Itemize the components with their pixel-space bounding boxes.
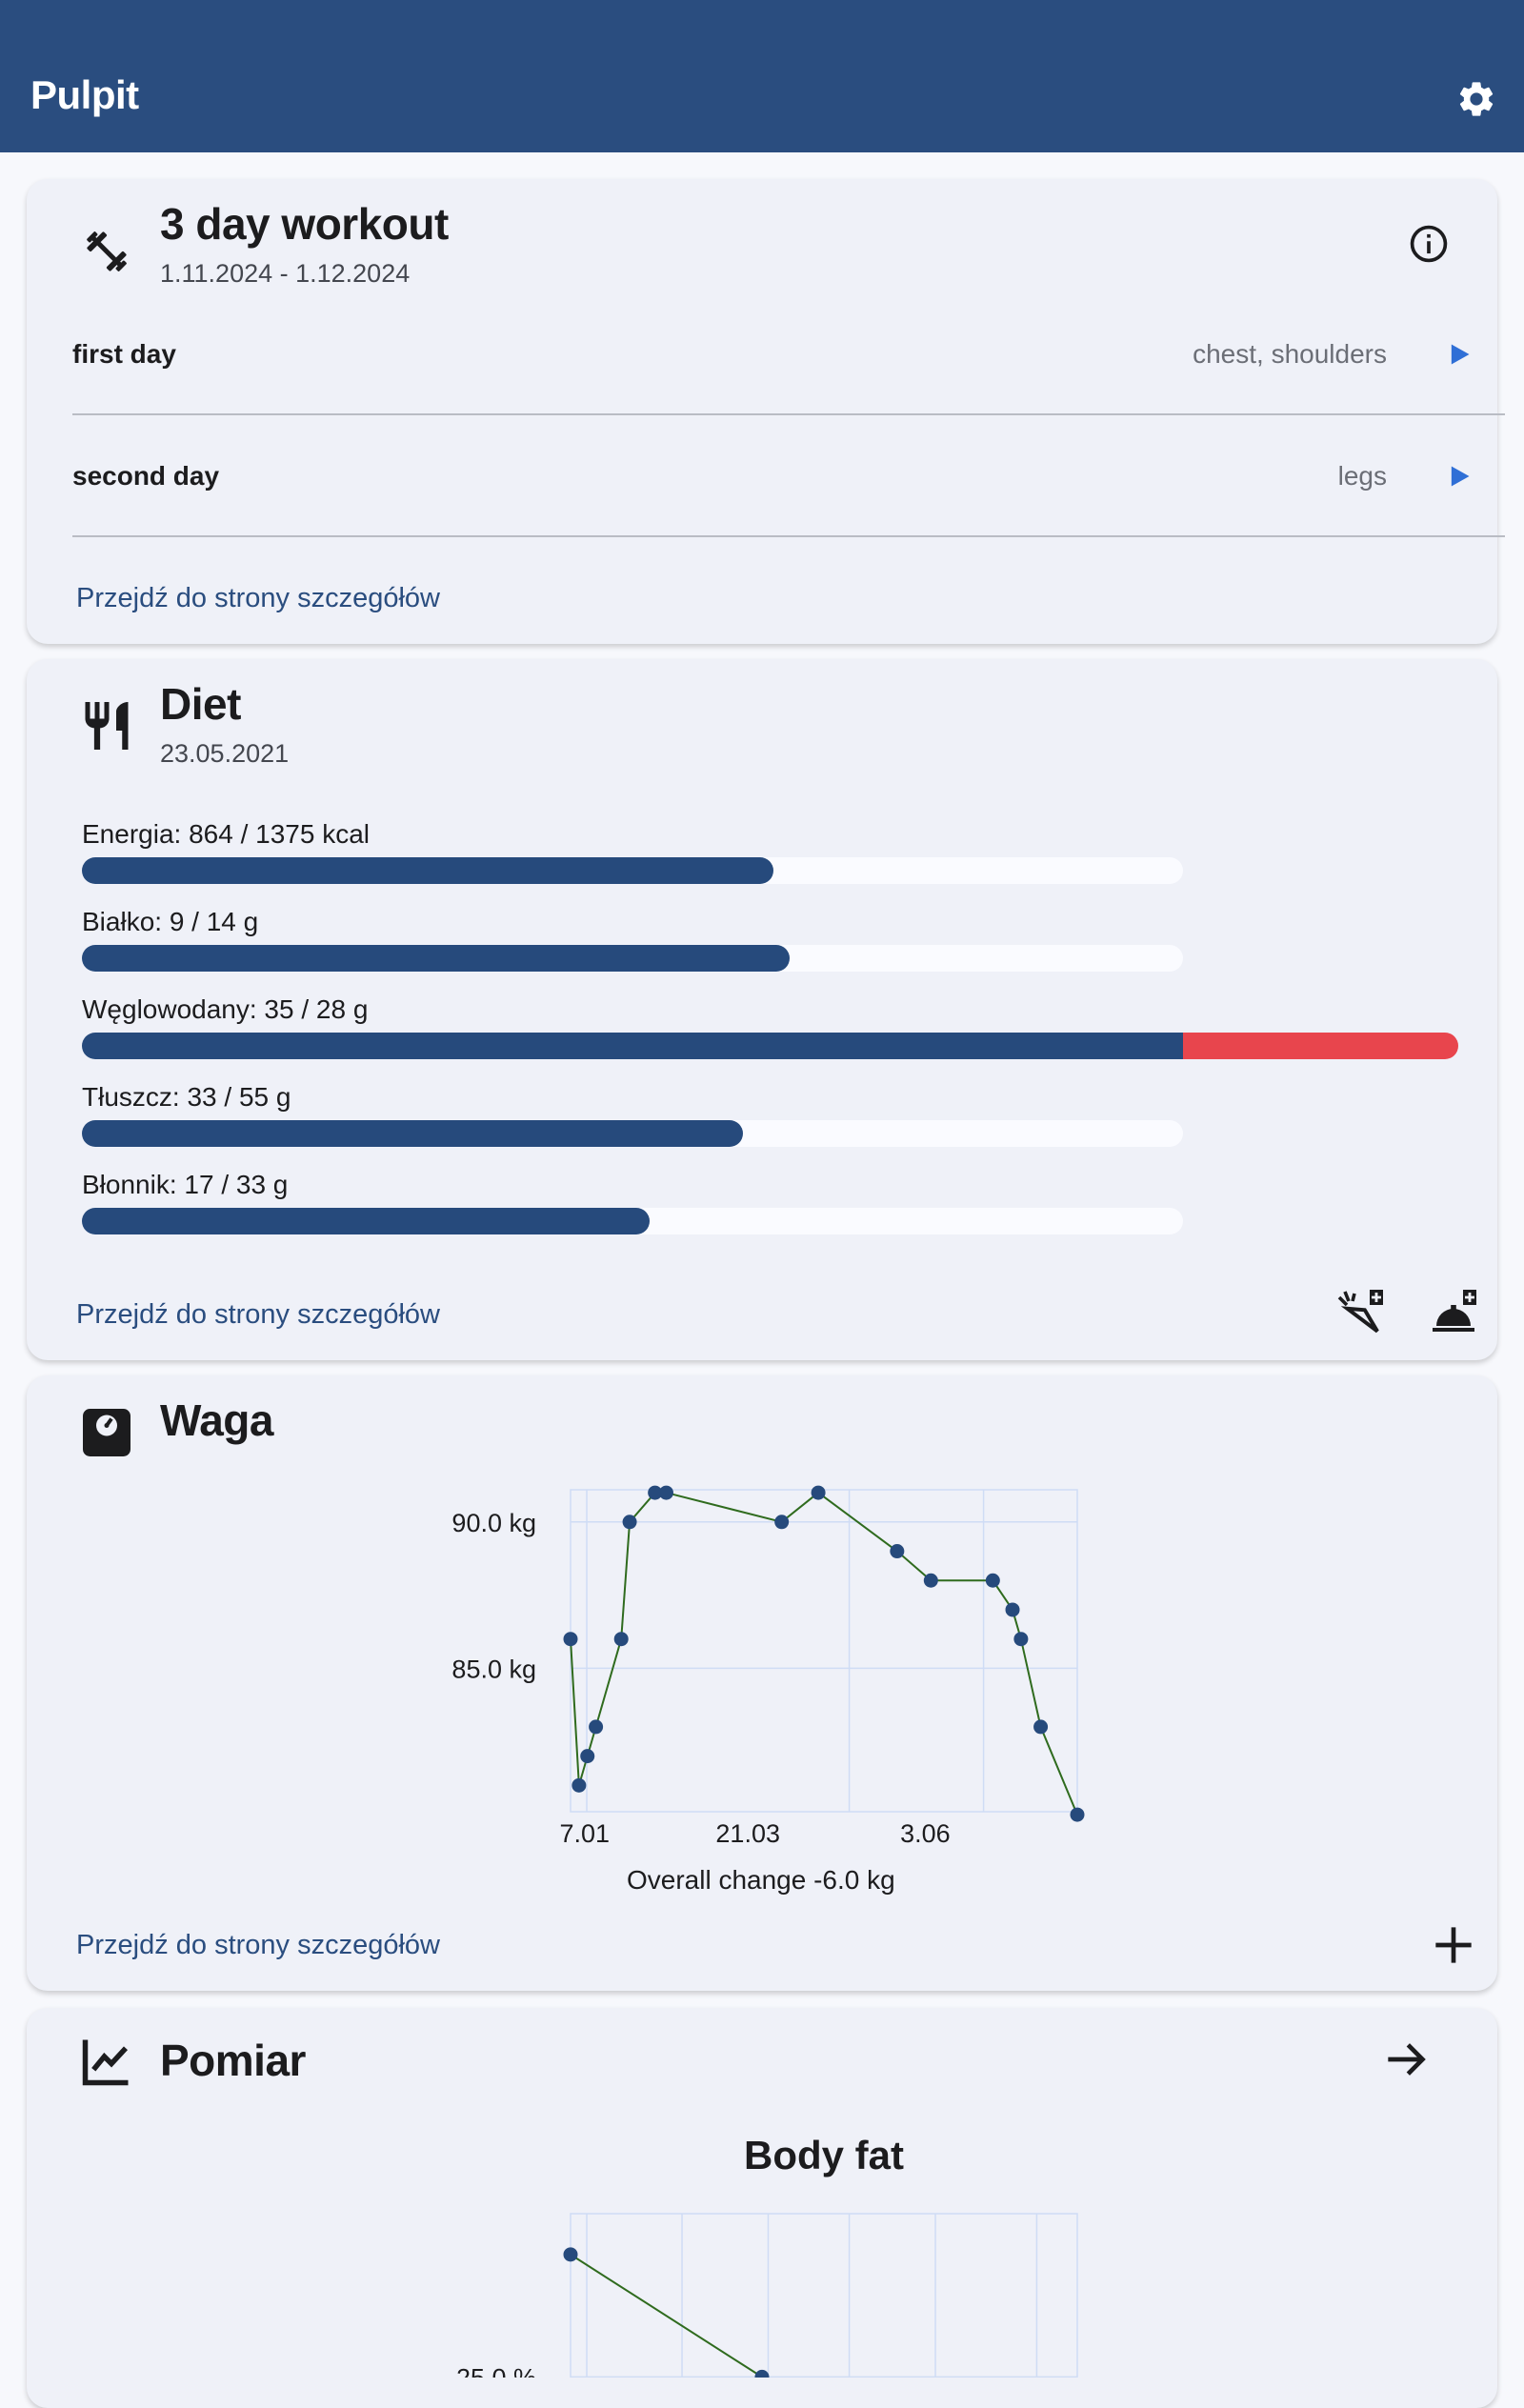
chart-plot-area bbox=[570, 2213, 1078, 2378]
divider bbox=[72, 413, 1505, 415]
arrow-right-icon[interactable] bbox=[1379, 2033, 1433, 2086]
plus-icon[interactable] bbox=[1427, 1918, 1480, 1972]
chart-x-tick-label: 7.01 bbox=[559, 1819, 610, 1848]
chart-data-point bbox=[658, 1485, 673, 1500]
chart-data-point bbox=[613, 1632, 629, 1647]
workout-day-name: first day bbox=[72, 339, 176, 369]
diet-card: Diet 23.05.2021 Przejdź do strony szczeg… bbox=[27, 659, 1497, 1360]
nutrient-progress-fill bbox=[82, 857, 773, 884]
workout-dates: 1.11.2024 - 1.12.2024 bbox=[160, 259, 411, 288]
weight-details-link[interactable]: Przejdź do strony szczegółów bbox=[76, 1930, 440, 1960]
chart-y-tick-label: 85.0 kg bbox=[451, 1655, 536, 1683]
weight-chart: 90.0 kg 85.0 kg 7.01 21.03 3.06 bbox=[451, 1485, 1085, 1848]
nutrient-progress-bar bbox=[82, 857, 1183, 884]
chart-data-point bbox=[985, 1573, 1000, 1588]
chart-data-point bbox=[754, 2369, 770, 2378]
chart-data-point bbox=[923, 1573, 938, 1588]
divider bbox=[72, 535, 1505, 537]
nutrient-label: Tłuszcz: 33 / 55 g bbox=[82, 1082, 291, 1112]
nutrient-label: Energia: 864 / 1375 kcal bbox=[82, 819, 370, 849]
nutrient-label: Białko: 9 / 14 g bbox=[82, 907, 259, 936]
diet-title: Diet bbox=[160, 679, 241, 729]
chart-data-point bbox=[1033, 1719, 1049, 1735]
add-meal-icon[interactable] bbox=[1427, 1288, 1480, 1341]
info-icon[interactable] bbox=[1408, 223, 1450, 265]
chart-x-tick-label: 21.03 bbox=[715, 1819, 780, 1848]
chart-data-point bbox=[811, 1485, 826, 1500]
chart-data-point bbox=[890, 1544, 905, 1559]
nutrient-progress-bar bbox=[82, 1033, 1458, 1059]
scale-icon bbox=[83, 1409, 130, 1456]
nutrient-label: Błonnik: 17 / 33 g bbox=[82, 1170, 289, 1199]
chart-data-point bbox=[563, 1632, 578, 1647]
line-chart-icon bbox=[82, 2039, 129, 2086]
page-title: Pulpit bbox=[30, 72, 139, 117]
chart-title: Body fat bbox=[744, 2133, 904, 2177]
measurement-card: Pomiar 25.0 % Body fat bbox=[27, 2008, 1497, 2408]
chart-plot-area bbox=[570, 1489, 1078, 1813]
nutrient-progress-fill bbox=[82, 1033, 1183, 1059]
cutlery-icon bbox=[85, 702, 129, 750]
diet-date: 23.05.2021 bbox=[160, 739, 290, 768]
nutrient-progress-bar bbox=[82, 1208, 1183, 1234]
app-bar: Pulpit bbox=[0, 0, 1524, 152]
add-ingredient-icon[interactable] bbox=[1334, 1288, 1387, 1341]
chart-data-point bbox=[572, 1777, 587, 1793]
bodyfat-chart: 25.0 % Body fat bbox=[456, 2133, 1078, 2378]
nutrient-over-limit-fill bbox=[1183, 1033, 1458, 1059]
measurement-title: Pomiar bbox=[160, 2036, 306, 2085]
nutrient-label: Węglowodany: 35 / 28 g bbox=[82, 994, 369, 1024]
weight-card: Waga 90.0 kg 85.0 kg 7.01 21.03 3.06 Overall… bbox=[27, 1375, 1497, 1991]
workout-day-muscles: chest, shoulders bbox=[1193, 339, 1387, 369]
chart-data-point bbox=[648, 1485, 663, 1500]
nutrient-progress-fill bbox=[82, 945, 790, 972]
workout-day-muscles: legs bbox=[1337, 461, 1387, 491]
nutrient-progress-bar bbox=[82, 1120, 1183, 1147]
diet-details-link[interactable]: Przejdź do strony szczegółów bbox=[76, 1299, 440, 1330]
chart-series-line bbox=[570, 2254, 764, 2378]
chart-data-point bbox=[1013, 1632, 1029, 1647]
dumbbell-icon bbox=[87, 231, 127, 271]
chart-data-point bbox=[774, 1515, 790, 1530]
nutrient-progress-fill bbox=[82, 1120, 743, 1147]
weight-title: Waga bbox=[160, 1395, 273, 1445]
weight-overall-change: Overall change -6.0 kg bbox=[627, 1865, 895, 1895]
chart-data-point bbox=[1070, 1807, 1085, 1822]
play-icon[interactable] bbox=[1446, 463, 1473, 490]
play-icon[interactable] bbox=[1446, 341, 1473, 368]
nutrient-progress-fill bbox=[82, 1208, 650, 1234]
chart-data-point bbox=[1005, 1602, 1020, 1617]
gear-icon[interactable] bbox=[1455, 78, 1497, 120]
chart-data-point bbox=[622, 1515, 637, 1530]
chart-y-tick-label: 25.0 % bbox=[456, 2363, 536, 2378]
chart-data-point bbox=[589, 1719, 604, 1735]
chart-data-point bbox=[563, 2247, 578, 2262]
workout-title: 3 day workout bbox=[160, 199, 449, 249]
nutrient-progress-bar bbox=[82, 945, 1183, 972]
chart-x-tick-label: 3.06 bbox=[900, 1819, 951, 1848]
chart-data-point bbox=[580, 1749, 595, 1764]
workout-day-name: second day bbox=[72, 461, 220, 491]
chart-series-line bbox=[570, 1491, 1078, 1816]
chart-y-tick-label: 90.0 kg bbox=[451, 1509, 536, 1537]
workout-details-link[interactable]: Przejdź do strony szczegółów bbox=[76, 583, 440, 613]
workout-card: 3 day workout 1.11.2024 - 1.12.2024 firs… bbox=[27, 179, 1505, 644]
